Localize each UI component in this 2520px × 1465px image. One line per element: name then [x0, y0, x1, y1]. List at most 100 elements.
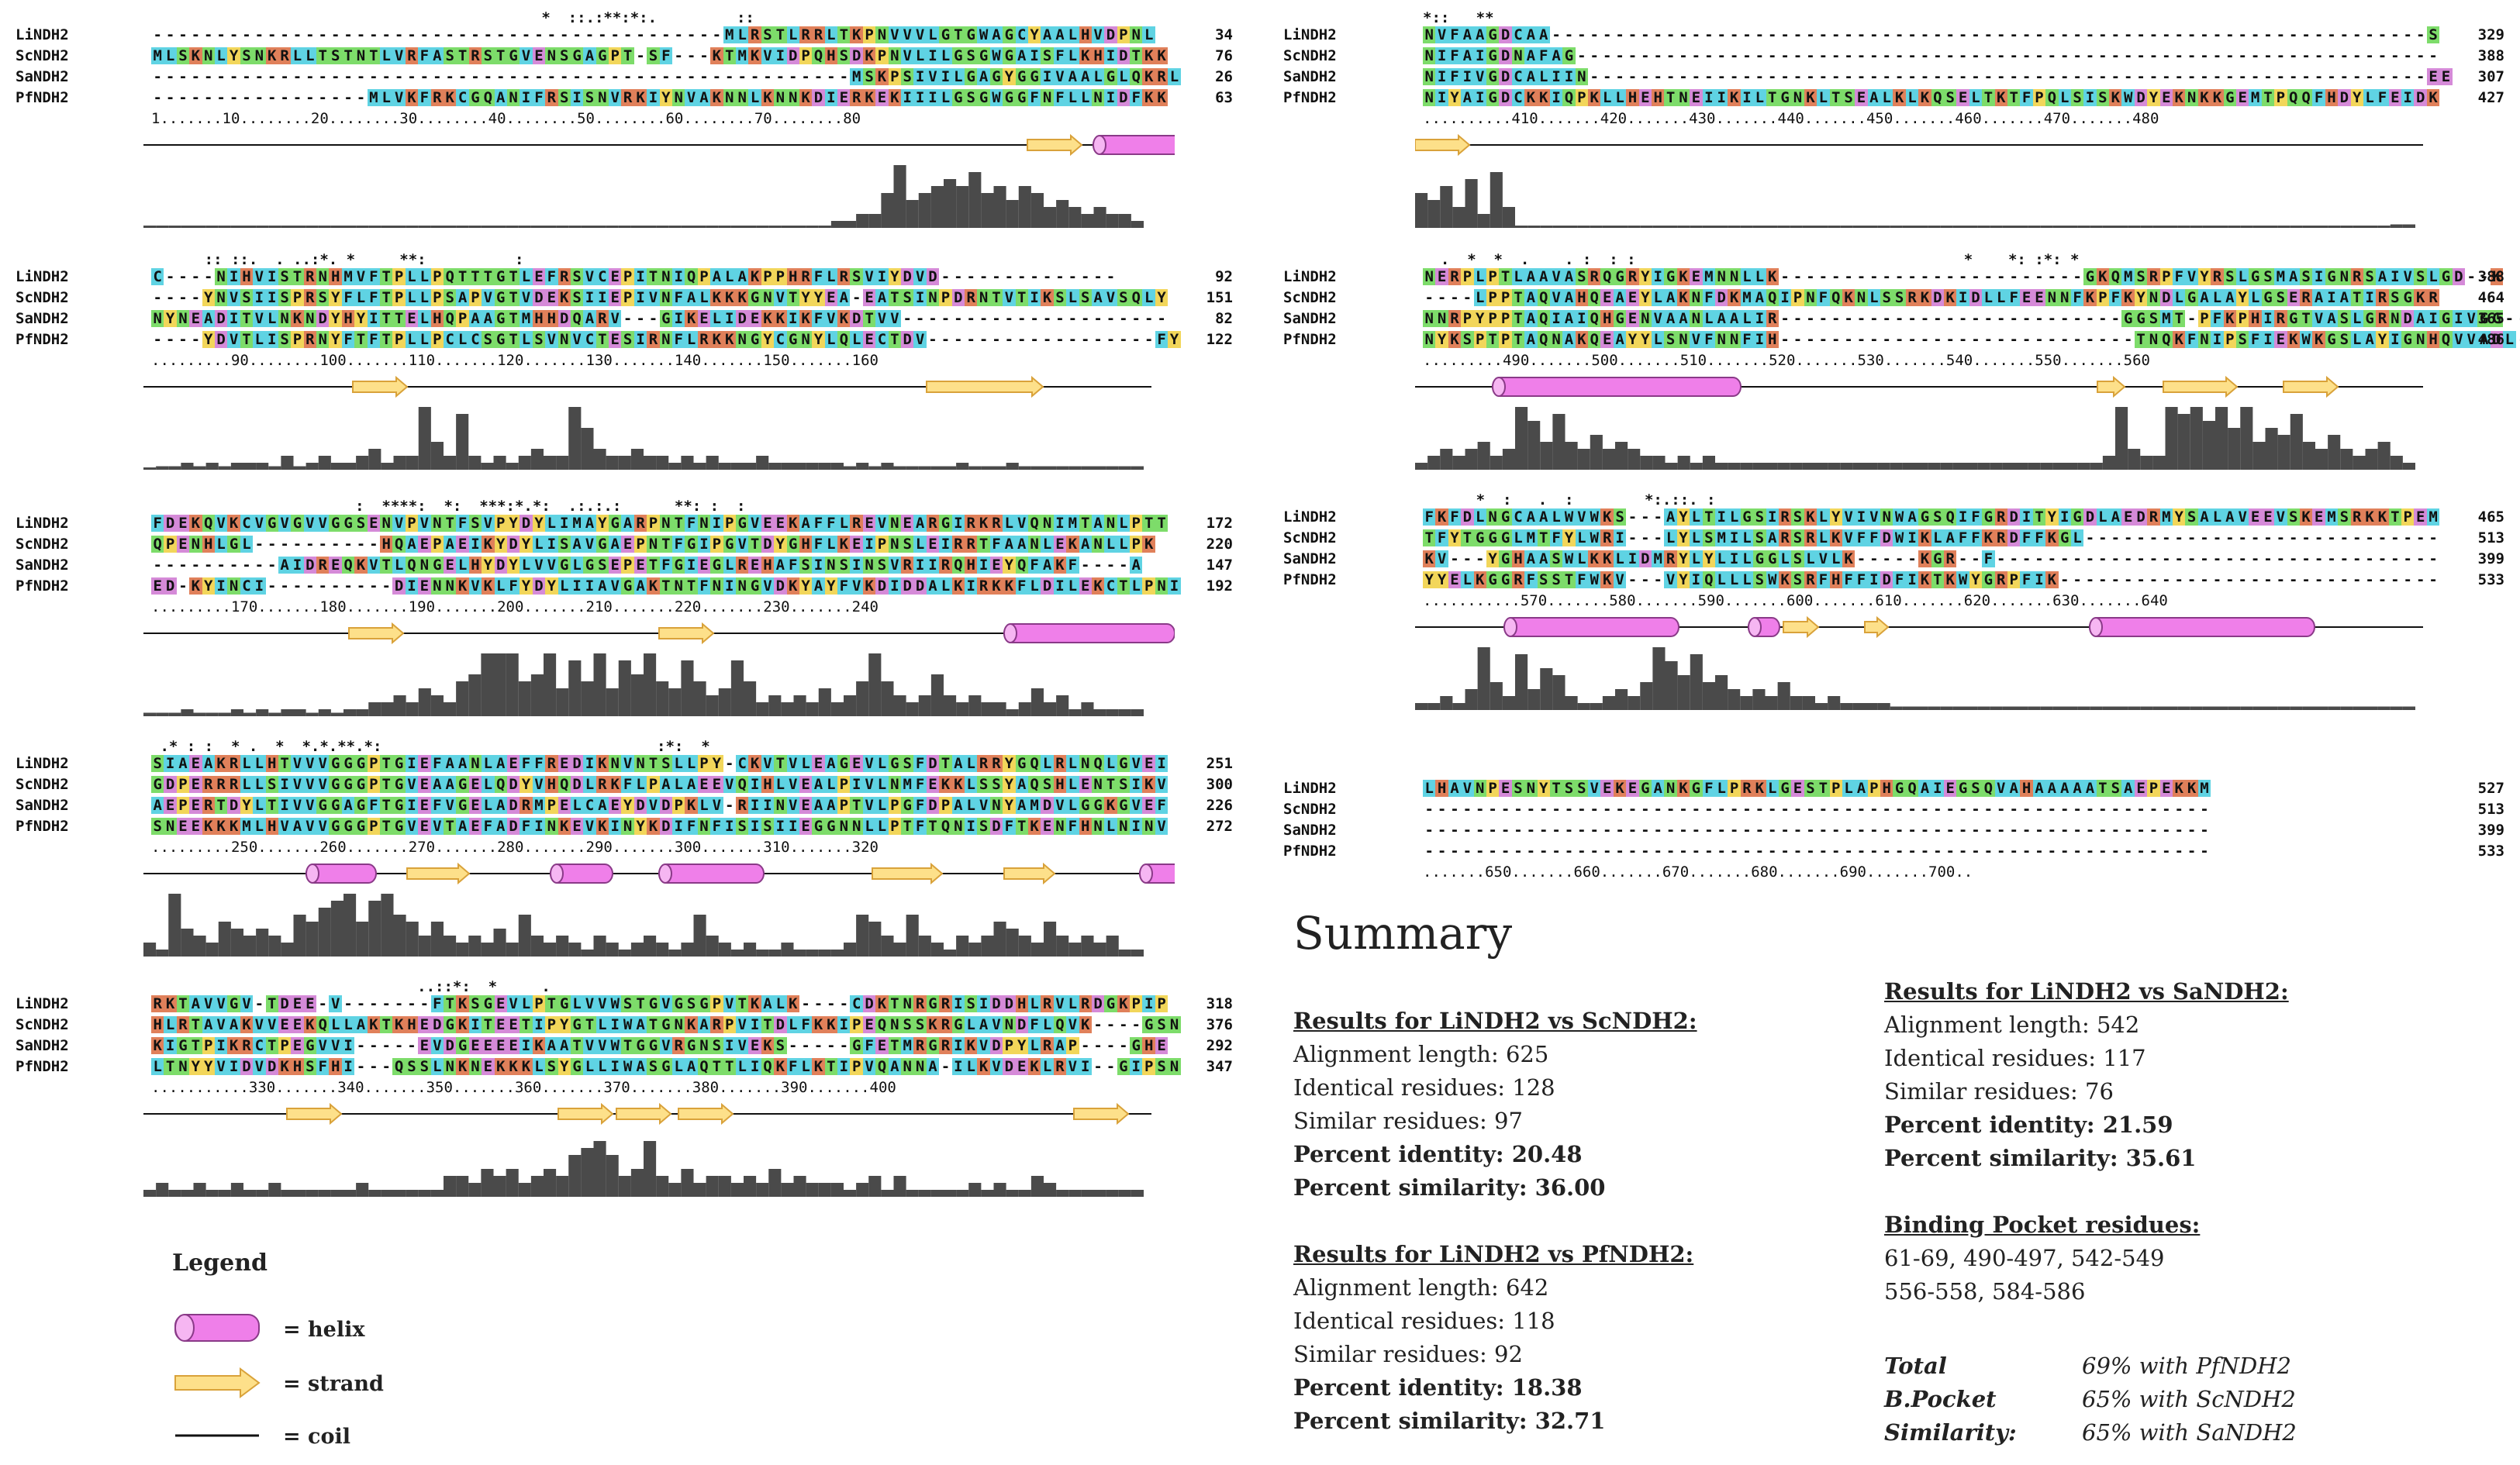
conservation-bar: [2115, 226, 2128, 228]
conservation-bar: [868, 922, 882, 957]
conservation-bar: [2152, 226, 2166, 228]
conservation-bar: [606, 1155, 619, 1197]
sequence-name: SaNDH2: [16, 310, 69, 327]
conservation-bar: [893, 466, 906, 470]
conservation-bar: [1902, 706, 1915, 710]
conservation-bar: [544, 943, 557, 957]
helix-cap: [658, 863, 672, 884]
conservation-bar: [330, 712, 343, 716]
conservation-bar: [530, 449, 544, 470]
conservation-bar: [2128, 226, 2141, 228]
conservation-bar: [143, 1190, 157, 1197]
sequence-name: ScNDH2: [1283, 289, 1337, 306]
conservation-bar: [568, 1155, 582, 1197]
sequence-end-number: 226: [1206, 797, 1233, 814]
conservation-bar: [2240, 226, 2253, 228]
conservation-bar: [693, 1183, 706, 1197]
sequence-end-number: 292: [1206, 1037, 1233, 1054]
conservation-bar: [456, 1176, 469, 1197]
conservation-bar: [1802, 696, 1815, 710]
conservation-bar: [2290, 706, 2303, 710]
conservation-bar: [1081, 1190, 1094, 1197]
conservation-bar: [1715, 226, 1728, 228]
position-ruler: .........250.......260.......270.......2…: [151, 839, 879, 856]
helix-cylinder: [1503, 617, 1679, 637]
conservation-bar: [143, 226, 157, 228]
conservation-bar: [256, 929, 269, 957]
conservation-bar: [156, 466, 169, 470]
conservation-bar: [756, 702, 769, 716]
conservation-bar: [1752, 463, 1766, 470]
conservation-bar: [168, 466, 181, 470]
conservation-bar: [2340, 706, 2353, 710]
conservation-bar: [768, 463, 782, 470]
summary-line: Percent identity: 18.38: [1293, 1374, 1583, 1401]
conservation-bar: [2302, 706, 2315, 710]
conservation-bar: [993, 922, 1006, 957]
conservation-bar: [581, 428, 594, 470]
conservation-bar: [918, 936, 931, 957]
conservation-bar: [468, 1183, 482, 1197]
conservation-bar: [568, 660, 582, 716]
conservation-bar: [1902, 463, 1915, 470]
conservation-bar: [143, 943, 157, 957]
conservation-bar: [1952, 706, 1966, 710]
conservation-bar: [544, 653, 557, 716]
conservation-bar: [2390, 706, 2403, 710]
conservation-bar: [630, 449, 644, 470]
conservation-bar: [818, 1183, 831, 1197]
conservation-bar: [944, 695, 957, 716]
conservation-bar: [1990, 463, 2003, 470]
conservation-bar: [2090, 226, 2103, 228]
conservation-bar: [568, 943, 582, 957]
summary-line: Identical residues: 128: [1293, 1074, 1555, 1101]
conservation-bar: [706, 936, 719, 957]
conservation-bar: [1915, 226, 1928, 228]
conservation-bar: [1552, 675, 1566, 710]
conservation-bar: [1590, 703, 1603, 710]
sequence-end-number: 464: [2477, 289, 2504, 306]
conservation-bar: [856, 915, 869, 957]
conservation-bar: [2102, 226, 2115, 228]
conservation-bar: [2240, 706, 2253, 710]
sequence-name: PfNDH2: [1283, 571, 1337, 588]
conservation-bar: [644, 456, 657, 470]
consensus-line: : ****: *: ***:*.*: .:.:.: **: : :: [151, 498, 852, 515]
conservation-bar: [656, 1176, 669, 1197]
conservation-bar: [518, 226, 531, 228]
conservation-bar: [2177, 706, 2190, 710]
sequence-end-number: 122: [1206, 331, 1233, 348]
conservation-bar: [944, 1190, 957, 1197]
conservation-bar: [1068, 207, 1082, 228]
sequence-end-number: 272: [1206, 818, 1233, 835]
strand-arrow: [1003, 862, 1056, 885]
conservation-bar: [581, 681, 594, 716]
strand-arrow: [1415, 133, 1471, 157]
conservation-bar: [718, 1176, 731, 1197]
conservation-bar: [1018, 186, 1031, 228]
conservation-bar: [1615, 689, 1628, 710]
conservation-bar: [706, 456, 719, 470]
conservation-bar: [368, 1190, 381, 1197]
conservation-bar: [744, 943, 757, 957]
sequence-end-number: 147: [1206, 557, 1233, 574]
conservation-bar: [205, 463, 219, 470]
conservation-bar: [2302, 226, 2315, 228]
conservation-bar: [2202, 226, 2215, 228]
conservation-bar: [430, 1190, 444, 1197]
sequence-name: SaNDH2: [16, 1037, 69, 1054]
conservation-bar: [156, 950, 169, 957]
conservation-bar: [2328, 226, 2341, 228]
conservation-bar: [1118, 466, 1131, 470]
conservation-bar: [293, 226, 306, 228]
conservation-bar: [530, 674, 544, 716]
sequence-row: ----------------------------------------…: [151, 68, 1181, 85]
conservation-bar: [668, 688, 682, 716]
conservation-bar: [1415, 703, 1428, 710]
conservation-bar: [2215, 226, 2228, 228]
summary-line: Identical residues: 117: [1884, 1045, 2146, 1071]
conservation-bar: [906, 200, 919, 228]
conservation-bar: [306, 226, 319, 228]
